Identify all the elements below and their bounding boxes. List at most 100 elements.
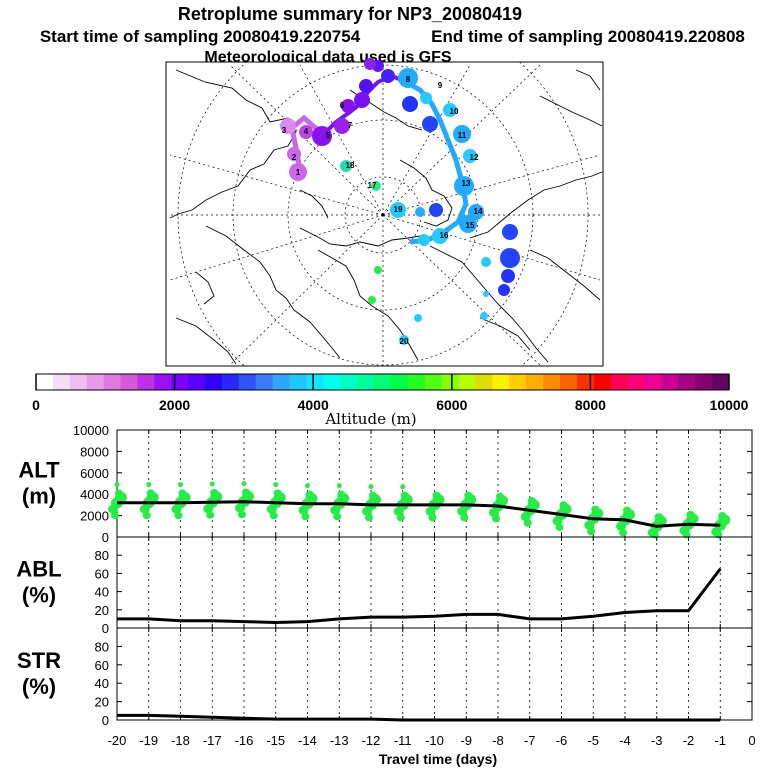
map-day-label: 16 (440, 231, 449, 240)
plume-marker (299, 125, 313, 139)
plume-marker (500, 248, 520, 268)
y-tick-label: 60 (95, 566, 109, 581)
y-tick-label: 80 (95, 548, 109, 563)
colorbar-tick-label: 0 (32, 397, 40, 413)
plume-marker (340, 160, 352, 172)
colorbar-tick-label: 2000 (159, 397, 190, 413)
map-day-label: 15 (466, 221, 475, 230)
particle-dot (396, 514, 405, 522)
map-day-label: 7 (348, 121, 353, 130)
x-tick-label: -17 (203, 733, 222, 748)
colorbar-swatch (188, 374, 206, 390)
colorbar-swatch (695, 374, 713, 390)
figure-title: Retroplume summary for NP3_20080419 (178, 4, 522, 24)
colorbar-swatch (374, 374, 392, 390)
series-line (117, 567, 722, 624)
x-tick-label: -15 (266, 733, 285, 748)
colorbar-swatch (424, 374, 443, 390)
particle-dot (559, 501, 568, 509)
panel-abl: 0 20 40 60 80 ABL(%) (16, 536, 753, 636)
colorbar-swatch (205, 374, 223, 390)
x-tick-label: -5 (587, 733, 599, 748)
plume-marker (481, 257, 491, 267)
particle-dot (174, 511, 183, 520)
panel-unit-label: (%) (22, 583, 56, 608)
panel-unit-label: (%) (22, 674, 56, 699)
particle-dot (209, 481, 215, 487)
x-axis-title: Travel time (days) (379, 751, 497, 767)
x-tick-label: 0 (748, 733, 755, 748)
plume-marker (374, 266, 382, 274)
particle-dot (210, 488, 219, 497)
colorbar-tick-label: 10000 (710, 397, 749, 413)
particle-dot (111, 511, 119, 520)
map-day-label: 9 (438, 81, 443, 90)
plume-marker (463, 149, 477, 163)
plume-marker (402, 96, 418, 112)
particle-dot (241, 481, 247, 486)
particle-dot (428, 514, 437, 522)
y-tick-label: 2000 (80, 509, 109, 524)
particle-dot (369, 491, 377, 499)
particle-dot (238, 510, 246, 519)
x-tick-label: -19 (139, 733, 158, 748)
y-tick-label: 10000 (73, 423, 109, 438)
map-day-label: 3 (282, 126, 287, 135)
map-plume-markers (280, 58, 520, 345)
colorbar-tick-labels: 0 2000 4000 6000 8000 10000 (32, 397, 749, 413)
map-day-label: 8 (406, 75, 411, 84)
x-tick-label: -4 (619, 733, 631, 748)
plume-marker (483, 291, 489, 297)
colorbar-swatch (103, 374, 122, 390)
x-tick-label: -20 (108, 733, 127, 748)
colorbar-swatch (576, 374, 595, 390)
plume-marker (432, 228, 448, 244)
x-tick-label: -1 (714, 733, 726, 748)
plume-marker (341, 99, 355, 113)
particle-dot (432, 491, 441, 499)
y-tick-label: 20 (95, 695, 109, 710)
x-tick-label: -7 (524, 733, 536, 748)
plume-marker (312, 126, 332, 146)
panel-str: 0 20 40 60 80 STR(%) (17, 627, 753, 728)
particle-dot (527, 497, 536, 505)
colorbar-swatch (661, 374, 679, 390)
particle-dot (555, 523, 564, 531)
panel-label: STR (17, 648, 61, 673)
plume-marker (280, 118, 296, 134)
y-tick-label: 60 (95, 658, 109, 673)
timeseries-panels: 0200040006000800010000ALT(m)020406080ABL… (16, 423, 755, 767)
colorbar-swatch (86, 374, 105, 390)
particle-dot (146, 482, 152, 488)
end-time-label: End time of sampling 20080419.220808 (431, 27, 745, 46)
x-tick-label: -10 (425, 733, 444, 748)
panel-unit-label: (m) (22, 484, 56, 509)
x-tick-label: -9 (460, 733, 472, 748)
map-day-label: 13 (462, 179, 471, 188)
y-tick-label: 40 (95, 676, 109, 691)
colorbar-swatch (678, 374, 696, 390)
colorbar-title: Altitude (m) (324, 410, 416, 428)
map-day-label: 6 (340, 101, 345, 110)
plume-marker (359, 79, 373, 93)
colorbar-swatch (390, 374, 409, 390)
particle-dot (654, 513, 663, 521)
colorbar-swatch (644, 374, 662, 390)
x-tick-label: -12 (362, 733, 381, 748)
colorbar-swatch (357, 374, 375, 390)
y-tick-label: 20 (95, 603, 109, 618)
x-tick-label: -18 (171, 733, 190, 748)
plume-marker (398, 68, 418, 88)
plume-marker (415, 207, 425, 217)
colorbar-tick-label: 4000 (298, 397, 329, 413)
map-day-label: 4 (304, 127, 309, 136)
plume-marker (459, 215, 477, 233)
colorbar-swatch (154, 374, 172, 390)
colorbar-swatch (543, 374, 561, 390)
x-tick-label: -11 (394, 733, 412, 748)
plume-marker (420, 92, 432, 104)
colorbar-tick-label: 8000 (575, 397, 606, 413)
particle-dot (619, 529, 627, 537)
particle-dot (305, 490, 314, 498)
